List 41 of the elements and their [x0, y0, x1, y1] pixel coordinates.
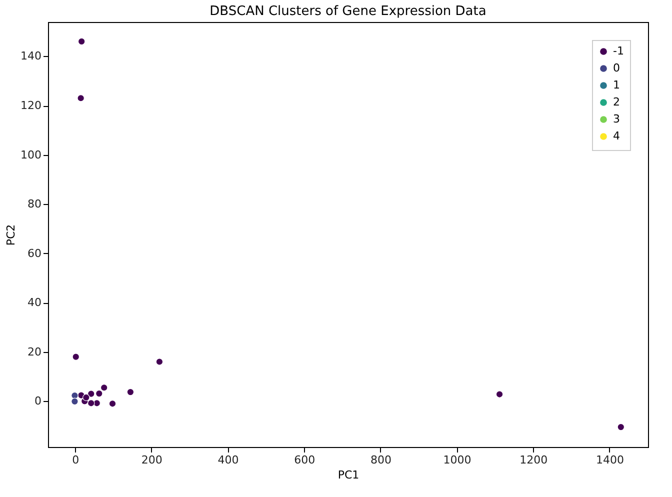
- point: [82, 394, 90, 402]
- x-tick-label: 800: [370, 454, 392, 466]
- point: [126, 388, 134, 396]
- point: [77, 94, 84, 102]
- legend-label: 1: [613, 78, 620, 92]
- x-tick-label: 400: [218, 454, 239, 466]
- x-tick-label: 200: [141, 454, 162, 466]
- legend-label: 0: [613, 62, 620, 74]
- y-tick-label: 40: [28, 296, 42, 310]
- x-tick-label: 600: [294, 454, 316, 466]
- legend-label: 2: [613, 96, 620, 108]
- point: [71, 398, 78, 406]
- y-tick-label: 140: [20, 50, 42, 63]
- x-tick-label: 0: [72, 454, 80, 466]
- y-tick-label: 120: [20, 99, 42, 112]
- y-tick-label: 0: [34, 394, 42, 408]
- chart-title: DBSCAN Clusters of Gene Expression Data: [210, 4, 486, 19]
- point: [93, 400, 101, 407]
- legend-label: 3: [613, 112, 620, 126]
- point: [95, 390, 103, 398]
- point: [108, 400, 116, 408]
- point: [87, 390, 95, 398]
- point: [617, 423, 625, 431]
- x-tick-label: 1200: [520, 454, 548, 466]
- y-tick-label: 60: [28, 246, 42, 260]
- x-tick-label: 1000: [443, 454, 472, 466]
- point: [78, 38, 86, 46]
- x-tick-label: 1400: [596, 454, 624, 466]
- y-tick-label: 80: [28, 198, 42, 211]
- y-axis-title: PC2: [4, 224, 18, 246]
- point: [100, 384, 108, 392]
- point: [72, 353, 80, 360]
- point: [496, 390, 504, 398]
- y-tick-label: 100: [20, 148, 42, 162]
- legend-label: -1: [613, 44, 624, 58]
- point: [87, 400, 95, 407]
- y-tick-label: 20: [28, 345, 42, 358]
- point: [156, 358, 164, 366]
- point: [71, 392, 78, 400]
- x-axis-title: PC1: [338, 468, 360, 482]
- legend-label: 4: [613, 130, 620, 142]
